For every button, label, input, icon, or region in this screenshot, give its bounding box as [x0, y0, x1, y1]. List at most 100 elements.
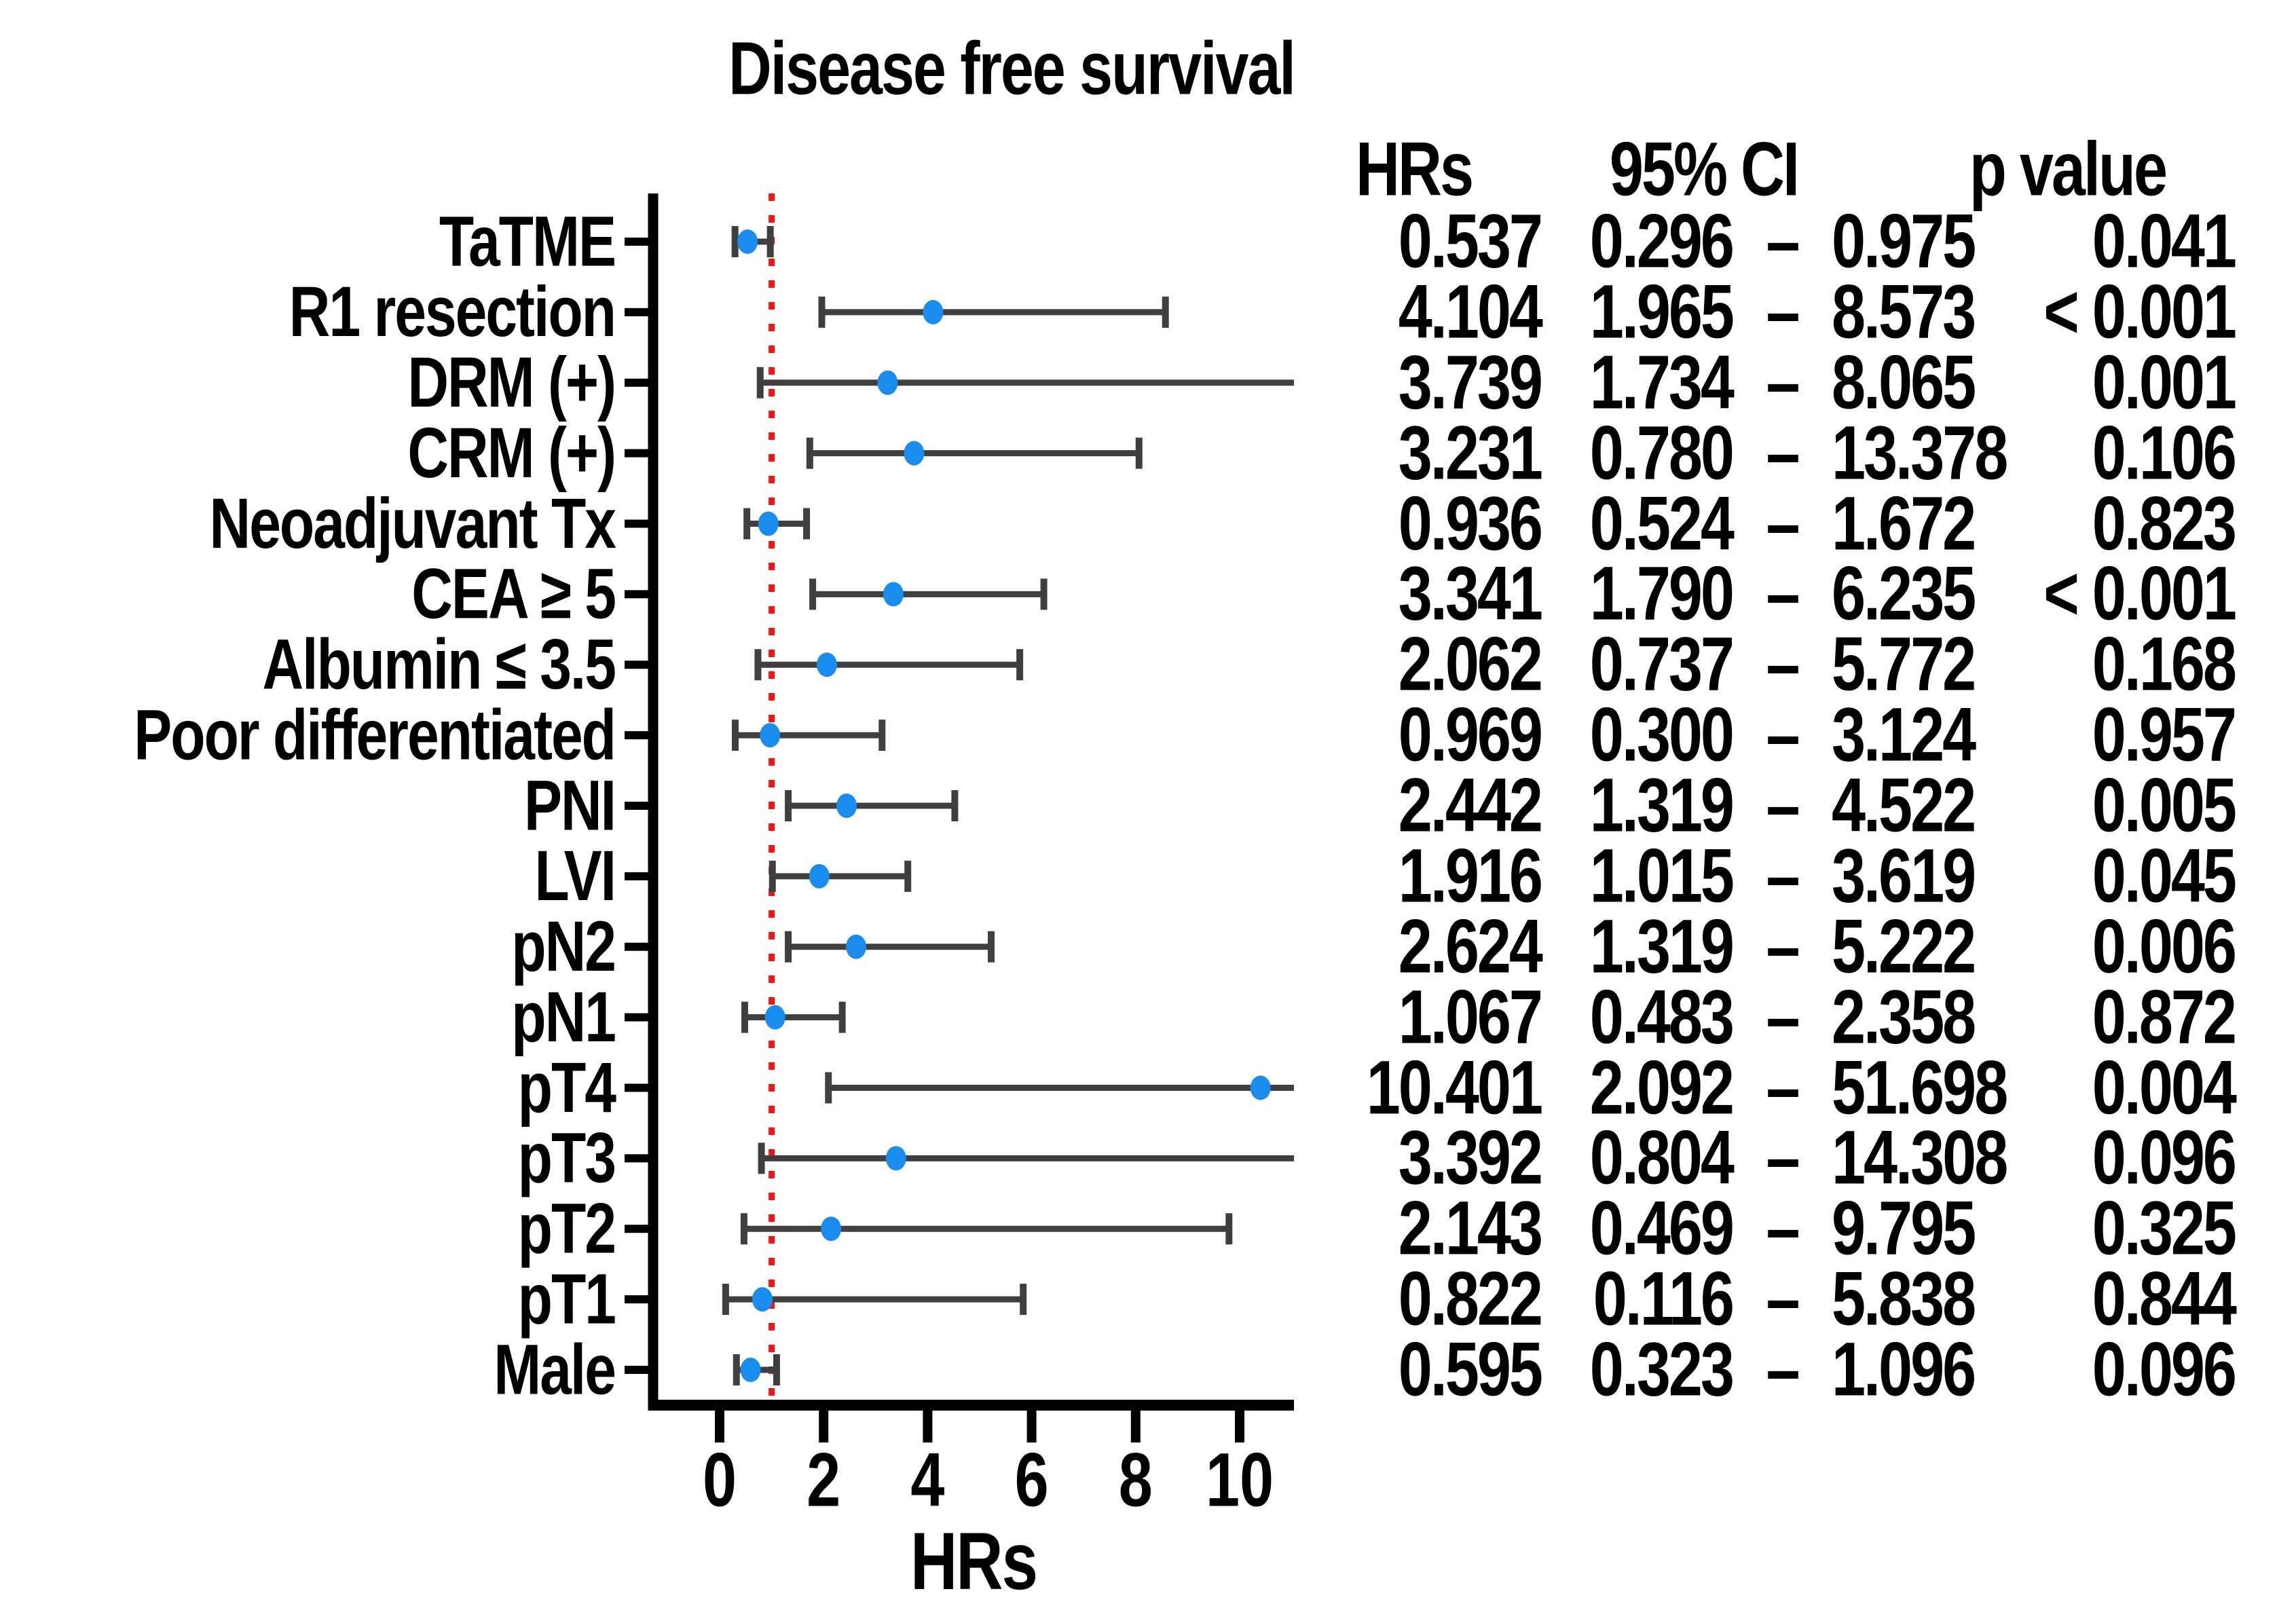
p-value: 0.106	[2092, 411, 2237, 496]
p-value: 0.004	[2092, 1045, 2237, 1130]
hr-value: 0.969	[1398, 692, 1543, 778]
table-row: 2.143 0.469–9.795 0.325	[1328, 1186, 2237, 1271]
table-row: 1.916 1.015–3.619 0.045	[1328, 834, 2237, 919]
ci-upper: 13.378	[1832, 411, 2008, 496]
hr-value: 2.062	[1398, 622, 1543, 707]
p-value: 0.096	[2092, 1327, 2237, 1413]
row-label: pT1	[518, 1260, 616, 1339]
ci-upper: 9.795	[1832, 1186, 1976, 1271]
hr-value: 4.104	[1398, 269, 1543, 355]
header-ci: 95% CI	[1609, 127, 1800, 212]
table-row: 0.595 0.323–1.096 0.096	[1328, 1327, 2237, 1413]
hr-value: 3.739	[1398, 340, 1543, 426]
header-p-value: p value	[1969, 127, 2168, 212]
ci-lower: 0.300	[1589, 692, 1735, 778]
p-value: 0.168	[2092, 622, 2237, 707]
table-row: 3.392 0.804–14.308 0.096	[1328, 1115, 2237, 1201]
ci-upper: 5.772	[1832, 622, 1976, 707]
p-value: 0.041	[2092, 199, 2237, 284]
x-tick-label: 4	[910, 1437, 944, 1523]
ci-upper: 0.975	[1832, 199, 1976, 284]
row-label: Albumin ≤ 3.5	[263, 625, 616, 705]
chart-title-text: Disease free survival	[728, 26, 1296, 111]
p-value: 0.325	[2092, 1186, 2237, 1271]
ci-upper: 8.573	[1832, 269, 1976, 355]
hr-value: 3.231	[1398, 411, 1543, 496]
ci-lower: 2.092	[1589, 1045, 1735, 1130]
row-label: pT3	[518, 1119, 615, 1198]
ci-upper: 51.698	[1832, 1045, 2008, 1130]
ci-upper: 2.358	[1832, 975, 1976, 1060]
hr-value: 3.341	[1398, 551, 1543, 637]
ci-upper: 14.308	[1832, 1115, 2008, 1201]
ci-lower: 0.524	[1589, 481, 1735, 566]
row-label: PNI	[524, 766, 615, 845]
p-value: 0.872	[2092, 975, 2237, 1060]
ci-dash: –	[1766, 340, 1800, 426]
p-value: 0.005	[2092, 763, 2237, 849]
p-value: 0.844	[2092, 1256, 2237, 1342]
ci-lower: 0.804	[1589, 1115, 1735, 1201]
hr-value: 0.537	[1398, 199, 1543, 284]
point-marker	[740, 1358, 761, 1382]
point-marker	[883, 582, 904, 607]
ci-dash: –	[1766, 975, 1800, 1060]
row-label: R1 resection	[289, 272, 615, 352]
ci-dash: –	[1766, 904, 1800, 990]
p-value: 0.045	[2092, 834, 2237, 919]
row-label: DRM (+)	[407, 343, 615, 422]
point-marker	[923, 299, 944, 324]
chart-title: Disease free survival	[645, 26, 1378, 111]
ci-dash: –	[1766, 834, 1800, 919]
table-row: 4.104 1.965–8.573 < 0.001	[1328, 269, 2237, 355]
p-value: 0.006	[2092, 904, 2237, 990]
ci-upper: 4.522	[1832, 763, 1976, 849]
ci-dash: –	[1766, 551, 1800, 637]
ci-dash: –	[1766, 269, 1800, 355]
ci-dash: –	[1766, 411, 1800, 496]
hr-value: 0.936	[1398, 481, 1543, 566]
ci-lower: 0.296	[1589, 199, 1735, 284]
ci-lower: 1.965	[1589, 269, 1735, 355]
ci-lower: 1.790	[1589, 551, 1735, 637]
x-tick-label: 2	[807, 1437, 840, 1523]
point-marker	[752, 1287, 773, 1312]
point-marker	[845, 934, 866, 959]
hr-value: 3.392	[1398, 1115, 1543, 1201]
p-value: < 0.001	[2043, 269, 2237, 355]
row-label: pT2	[518, 1189, 615, 1269]
point-marker	[836, 794, 857, 818]
row-label: LVI	[535, 836, 615, 916]
point-marker	[737, 229, 758, 254]
ci-dash: –	[1766, 1045, 1800, 1130]
ci-lower: 0.469	[1589, 1186, 1735, 1271]
ci-upper: 8.065	[1832, 340, 1976, 426]
table-row: 0.936 0.524–1.672 0.823	[1328, 481, 2237, 566]
point-marker	[758, 511, 779, 536]
ci-dash: –	[1766, 1115, 1800, 1201]
x-axis-title: HRs	[653, 1516, 1294, 1602]
p-value: 0.823	[2092, 481, 2237, 566]
hr-value: 10.401	[1366, 1045, 1543, 1130]
ci-upper: 5.838	[1832, 1256, 1976, 1342]
point-marker	[764, 1005, 785, 1030]
table-row: 3.341 1.790–6.235 < 0.001	[1328, 551, 2237, 637]
ci-lower: 1.319	[1589, 763, 1735, 849]
ci-dash: –	[1766, 1327, 1800, 1413]
ci-dash: –	[1766, 1186, 1800, 1271]
ci-dash: –	[1766, 622, 1800, 707]
ci-upper: 3.124	[1832, 692, 1976, 778]
ci-upper: 1.096	[1832, 1327, 1976, 1413]
table-row: 3.739 1.734–8.065 0.001	[1328, 340, 2237, 426]
ci-dash: –	[1766, 199, 1800, 284]
ci-lower: 0.737	[1589, 622, 1735, 707]
x-tick-label: 10	[1206, 1437, 1274, 1523]
ci-dash: –	[1766, 692, 1800, 778]
point-marker	[816, 652, 837, 677]
row-label: CRM (+)	[407, 413, 615, 493]
point-marker	[885, 1146, 906, 1171]
table-row: 2.624 1.319–5.222 0.006	[1328, 904, 2237, 990]
hr-value: 2.143	[1398, 1186, 1543, 1271]
